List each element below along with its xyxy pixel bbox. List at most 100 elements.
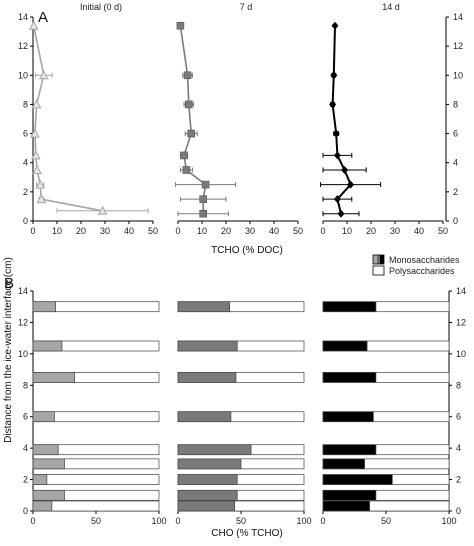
polysaccharide-bar	[32, 474, 160, 485]
data-point	[35, 179, 46, 189]
data-point	[341, 166, 349, 174]
monosaccharide-bar	[177, 489, 238, 501]
panel-b-x-tick-label: 50	[236, 516, 246, 526]
data-point	[183, 71, 192, 80]
monosaccharide-bar	[32, 474, 48, 485]
panel-b-y-tick-label: 12	[18, 317, 28, 327]
panel-a-x-tick-label: 10	[197, 226, 207, 236]
monosaccharide-bar	[322, 474, 393, 485]
legend-poly-swatch	[372, 265, 385, 276]
monosaccharide-bar	[32, 458, 65, 470]
monosaccharide-bar	[322, 500, 370, 512]
data-point	[31, 99, 42, 109]
monosaccharide-bar	[322, 372, 377, 383]
series-line	[331, 25, 352, 214]
panel-b-x-tick-label: 50	[91, 516, 101, 526]
panel-b-x-tick-label: 100	[151, 516, 166, 526]
panel-a-x-tick-label: 30	[390, 226, 400, 236]
y-axis-title: Distance from the ice-water interface (c…	[3, 257, 14, 443]
panel-b-x-tick-label: 0	[320, 516, 325, 526]
panel-a-y-tick-label: 2	[23, 187, 28, 197]
data-point	[38, 70, 49, 80]
panel-a-right-y-tick-label: 0	[453, 216, 458, 226]
panel-a-right-y-tick-label: 2	[453, 187, 458, 197]
panel-b-right-y-tick-label: 2	[456, 475, 461, 485]
panel-b-bars-1	[177, 301, 305, 512]
data-point	[331, 21, 339, 30]
data-point	[337, 209, 345, 218]
panel-b-bars-2	[322, 301, 450, 512]
panel-b-right-y-tick-label: 10	[456, 349, 466, 359]
monosaccharide-bar	[32, 411, 55, 423]
monosaccharide-bar	[177, 372, 237, 383]
legend-poly-label: Polysaccharides	[389, 266, 455, 276]
monosaccharide-bar	[177, 458, 242, 470]
figure-static-layer: A B Distance from the ice-water interfac…	[3, 9, 460, 539]
data-point	[36, 194, 47, 204]
monosaccharide-bar	[322, 458, 365, 470]
panel-a-x-tick-label: 50	[438, 226, 448, 236]
data-point	[187, 129, 195, 138]
panel-b-bars-0	[32, 301, 160, 512]
data-point	[182, 166, 191, 174]
panel-b-letter: B	[4, 275, 14, 292]
monosaccharide-bar	[177, 500, 236, 512]
panel-b-y-tick-label: 6	[23, 412, 28, 422]
panel-a-x-tick-label: 20	[76, 226, 86, 236]
panel-a-right-y-tick-label: 14	[453, 12, 463, 22]
data-point	[199, 195, 207, 203]
data-point	[97, 205, 108, 215]
panel-b-right-y-tick-label: 0	[456, 506, 461, 516]
panel-a-y-tick-label: 8	[23, 99, 28, 109]
monosaccharide-bar	[177, 474, 238, 485]
panel-a-x-tick-label: 0	[30, 226, 35, 236]
panel-a-x-tick-label: 50	[293, 226, 303, 236]
data-point	[201, 180, 210, 189]
data-point	[332, 129, 340, 138]
data-point	[347, 180, 355, 189]
panel-a-y-tick-label: 14	[18, 12, 28, 22]
panel-b-right-y-tick-label: 4	[456, 443, 461, 453]
panel-a-right-y-tick-label: 12	[453, 41, 463, 51]
monosaccharide-bar	[177, 301, 231, 313]
panel-b-y-tick-label: 10	[18, 349, 28, 359]
panel-a-x-tick-label: 40	[269, 226, 279, 236]
panel-a-x-tick-label: 40	[124, 226, 134, 236]
monosaccharide-bar	[32, 489, 65, 501]
panel-a-title-0: Initial (0 d)	[80, 2, 122, 12]
panel-a-x-axis-label: TCHO (% DOC)	[211, 245, 283, 256]
data-point	[28, 20, 39, 30]
legend: Monosaccharides Polysaccharides	[372, 254, 460, 276]
data-point	[329, 100, 337, 109]
panel-b-x-tick-label: 0	[30, 516, 35, 526]
panel-a-x-tick-label: 10	[52, 226, 62, 236]
data-point	[333, 151, 341, 160]
data-point	[32, 164, 42, 174]
panel-a-x-tick-label: 20	[221, 226, 231, 236]
legend-mono-swatch	[372, 254, 385, 265]
monosaccharide-bar	[32, 500, 53, 512]
panel-a-x-tick-label: 50	[148, 226, 158, 236]
panel-b-y-tick-label: 2	[23, 475, 28, 485]
monosaccharide-bar	[322, 411, 374, 423]
data-point	[199, 209, 207, 218]
data-point	[176, 21, 185, 30]
panel-a-right-y-tick-label: 6	[453, 129, 458, 139]
panel-b-y-tick-label: 0	[23, 506, 28, 516]
panel-a-x-tick-label: 30	[100, 226, 110, 236]
panel-b-x-tick-label: 0	[175, 516, 180, 526]
panel-a-right-y-tick-label: 10	[453, 70, 463, 80]
panel-a-title-2: 14 d	[382, 2, 400, 12]
panel-a-x-tick-label: 40	[414, 226, 424, 236]
monosaccharide-bar	[32, 444, 59, 456]
data-point	[30, 128, 40, 138]
legend-mono-label: Monosaccharides	[389, 255, 460, 265]
monosaccharide-bar	[322, 340, 368, 352]
panel-a-y-tick-label: 6	[23, 129, 28, 139]
monosaccharide-bar	[322, 489, 377, 501]
panel-b-y-tick-label: 4	[23, 443, 28, 453]
panel-a-y-tick-label: 10	[18, 70, 28, 80]
panel-a-x-tick-label: 10	[342, 226, 352, 236]
panel-a-x-tick-label: 0	[175, 226, 180, 236]
